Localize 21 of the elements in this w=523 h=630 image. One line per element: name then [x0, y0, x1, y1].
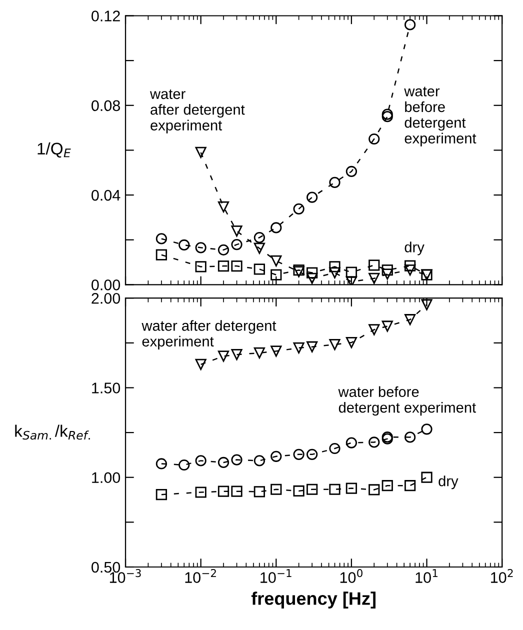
y-axis-title: 1/Q$_{E}$: [38, 142, 71, 158]
x-tick-label: 10$^{2}$: [491, 569, 513, 583]
y-tick-label: 0.04: [92, 190, 120, 201]
y-tick-label: 1.00: [92, 472, 120, 484]
y-tick-label: 1.50: [92, 382, 120, 394]
y-tick-label: 0.00: [92, 280, 120, 290]
annotation: water after detergent experiment: [150, 89, 245, 134]
x-axis-title: frequency [Hz]: [251, 592, 376, 608]
y-axis-title: k$_{Sam.}$/k$_{Ref.}$: [15, 424, 90, 440]
x-tick-label: 10$^{−2}$: [185, 569, 216, 583]
annotation: water after detergent experiment: [142, 320, 276, 350]
y-tick-label: 0.12: [92, 10, 120, 22]
annotation: water before detergent experiment: [338, 386, 476, 416]
y-tick-label: 2.00: [92, 292, 120, 304]
annotation: dry: [404, 242, 424, 256]
annotation: dry: [438, 476, 458, 490]
annotation: water before detergent experiment: [404, 86, 476, 146]
y-tick-label: 0.08: [92, 100, 120, 112]
x-tick-label: 10$^{1}$: [416, 569, 438, 583]
x-tick-label: 10$^{−1}$: [260, 569, 292, 583]
x-tick-label: 10$^{0}$: [340, 569, 362, 583]
